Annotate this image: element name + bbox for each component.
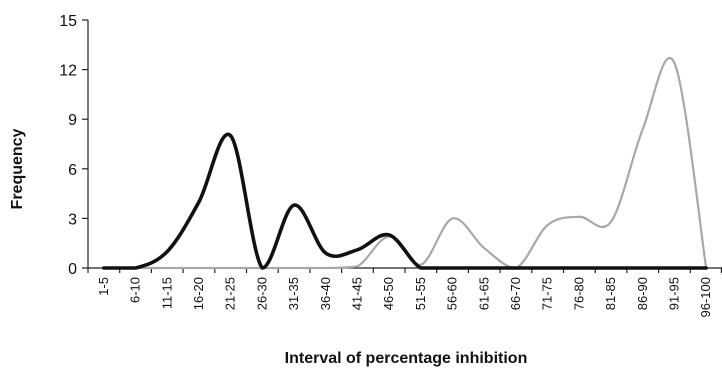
y-tick-label: 15 bbox=[59, 13, 77, 30]
series-line-black bbox=[102, 132, 708, 270]
y-axis-title: Frequency bbox=[9, 128, 26, 209]
x-tick-label: 6-10 bbox=[128, 277, 143, 303]
x-tick-label: 61-65 bbox=[476, 277, 491, 310]
y-tick-label: 9 bbox=[68, 112, 77, 129]
y-tick-label: 12 bbox=[59, 63, 77, 80]
x-tick-label: 31-35 bbox=[286, 277, 301, 310]
series-line-gray bbox=[102, 57, 708, 270]
x-tick-label: 46-50 bbox=[381, 277, 396, 310]
y-axis: 0 3 6 9 12 15 bbox=[59, 13, 89, 278]
x-tick-label: 51-55 bbox=[413, 277, 428, 310]
y-tick-label: 0 bbox=[68, 261, 77, 278]
x-tick-label: 96-100 bbox=[698, 277, 713, 317]
x-axis: 1-5 6-10 11-15 16-20 21-25 26-30 31-35 36-40 41-… bbox=[87, 267, 722, 317]
x-tick-label: 91-95 bbox=[666, 277, 681, 310]
series-group bbox=[102, 57, 708, 270]
x-tick-label: 36-40 bbox=[318, 277, 333, 310]
x-tick-label: 11-15 bbox=[159, 277, 174, 309]
y-tick-label: 3 bbox=[68, 211, 77, 228]
x-tick-label: 76-80 bbox=[571, 277, 586, 310]
x-tick-label: 41-45 bbox=[349, 277, 364, 310]
x-axis-title: Interval of percentage inhibition bbox=[285, 350, 528, 367]
x-tick-label: 26-30 bbox=[254, 277, 269, 310]
x-tick-label: 86-90 bbox=[635, 277, 650, 310]
x-tick-label: 71-75 bbox=[540, 277, 555, 310]
y-tick-label: 6 bbox=[68, 162, 77, 179]
x-tick-label: 66-70 bbox=[508, 277, 523, 310]
x-tick-label: 56-60 bbox=[445, 277, 460, 310]
x-tick-label: 21-25 bbox=[223, 277, 238, 310]
x-tick-label: 81-85 bbox=[603, 277, 618, 310]
x-tick-label: 1-5 bbox=[96, 277, 111, 296]
x-tick-label: 16-20 bbox=[191, 277, 206, 310]
